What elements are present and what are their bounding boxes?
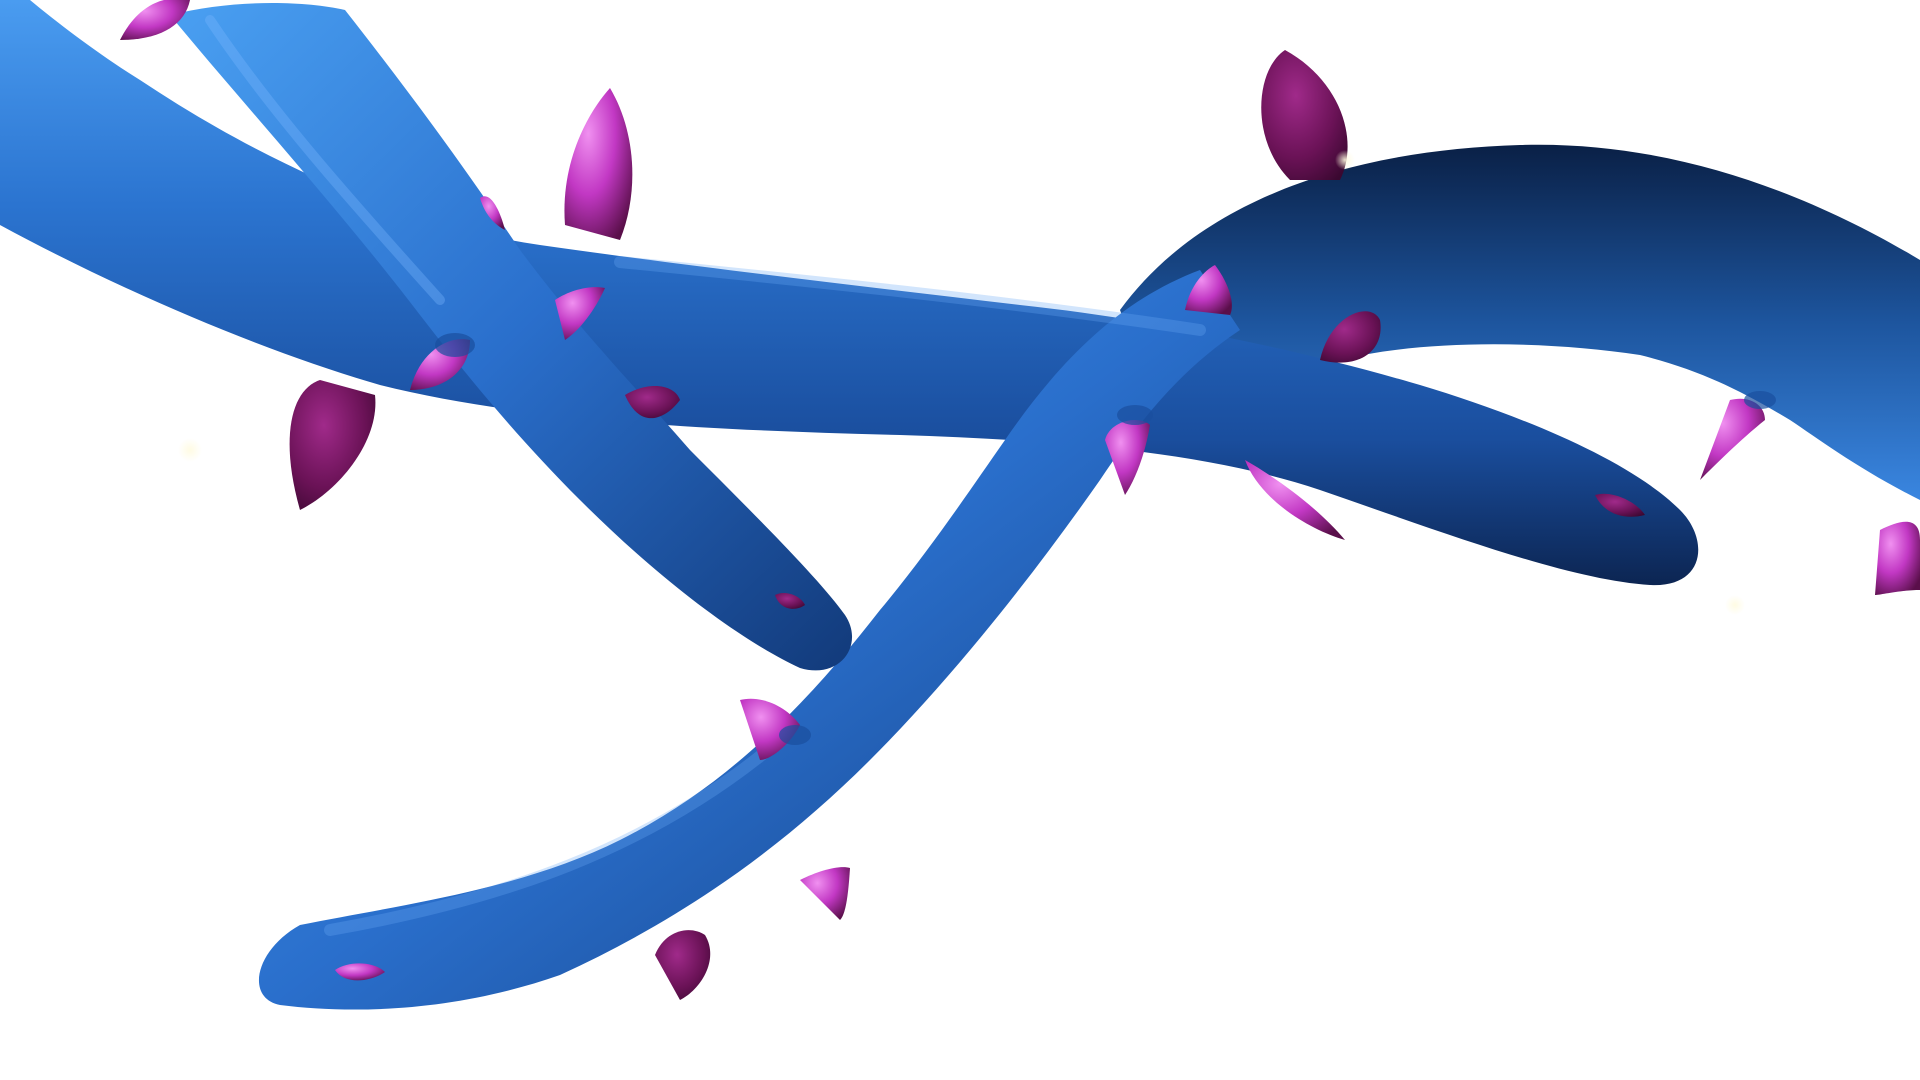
light-glint: [1725, 595, 1745, 615]
thorns: [120, 0, 1920, 1000]
thorn: [1105, 420, 1150, 495]
thorn: [655, 930, 711, 1000]
branch-highlight: [614, 256, 1206, 336]
right-curved-branch: [1120, 144, 1920, 500]
thorn: [555, 287, 605, 340]
thorn: [625, 385, 680, 419]
thorn: [289, 380, 376, 510]
thorn: [564, 88, 633, 240]
upper-left-branch: [0, 0, 1699, 586]
branch-highlight: [324, 734, 786, 936]
thorn-sockets: [435, 333, 1776, 745]
thorn: [1595, 493, 1645, 517]
thorn: [1245, 460, 1345, 540]
thorn: [740, 698, 800, 760]
branch-highlight: [205, 15, 445, 305]
thorn: [335, 963, 385, 981]
thorn: [800, 867, 850, 920]
light-glint: [1335, 150, 1355, 170]
thorn: [1700, 398, 1765, 480]
lower-s-curve-branch: [258, 270, 1241, 1010]
thorn: [1875, 521, 1920, 595]
diagonal-branch: [170, 3, 853, 671]
light-glint: [178, 438, 202, 462]
thorn: [1320, 311, 1381, 363]
thorn: [120, 0, 190, 40]
thorn: [775, 593, 805, 609]
thorn: [480, 196, 505, 230]
thorn: [1185, 265, 1232, 315]
thorn: [1261, 50, 1348, 180]
